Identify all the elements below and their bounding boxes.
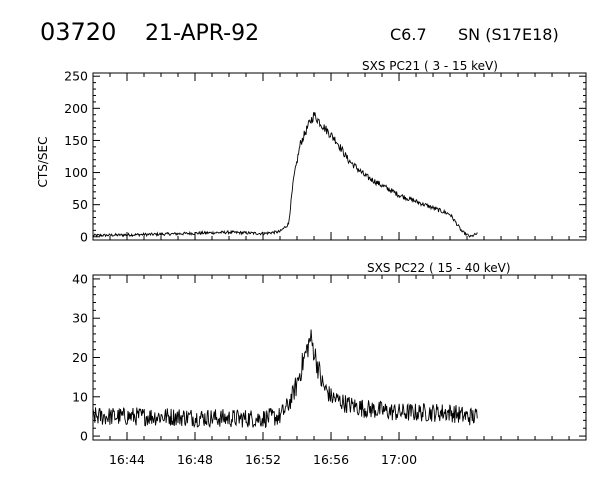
pc21-count-rate-line bbox=[92, 112, 478, 238]
x-tick-label: 16:52 bbox=[245, 452, 281, 467]
y-tick-label: 150 bbox=[64, 133, 88, 148]
panel-pc21-frame bbox=[92, 72, 587, 241]
y-axis-label: CTS/SEC bbox=[36, 137, 50, 188]
y-tick-label: 30 bbox=[72, 311, 88, 326]
y-tick-label: 20 bbox=[72, 350, 88, 365]
y-tick-label: 200 bbox=[64, 101, 88, 116]
x-tick-label: 17:00 bbox=[381, 452, 417, 467]
y-tick-label: 0 bbox=[80, 229, 88, 244]
panel-pc22: SXS PC22 ( 15 - 40 keV) 0 10 20 30 40 16:44 16… bbox=[72, 261, 587, 467]
event-id: 03720 bbox=[40, 18, 116, 46]
y-tick-label: 250 bbox=[64, 69, 88, 84]
y-tick-label: 10 bbox=[72, 389, 88, 404]
panel-pc21-title: SXS PC21 ( 3 - 15 keV) bbox=[362, 59, 498, 73]
panel-pc22-title: SXS PC22 ( 15 - 40 keV) bbox=[367, 261, 511, 275]
x-tick-label: 16:44 bbox=[109, 452, 145, 467]
x-tick-label: 16:48 bbox=[177, 452, 213, 467]
y-tick-label: 100 bbox=[64, 165, 88, 180]
y-tick-label: 40 bbox=[72, 271, 88, 286]
y-tick-label: 50 bbox=[72, 197, 88, 212]
panel-pc21: SXS PC21 ( 3 - 15 keV) CTS/SEC 0 50 100 150… bbox=[36, 59, 587, 244]
x-tick-label: 16:56 bbox=[313, 452, 349, 467]
flare-location: SN (S17E18) bbox=[458, 25, 559, 44]
event-date: 21-APR-92 bbox=[145, 21, 259, 46]
goes-class: C6.7 bbox=[390, 25, 427, 44]
pc22-count-rate-line bbox=[92, 329, 478, 429]
y-tick-label: 0 bbox=[80, 429, 88, 444]
